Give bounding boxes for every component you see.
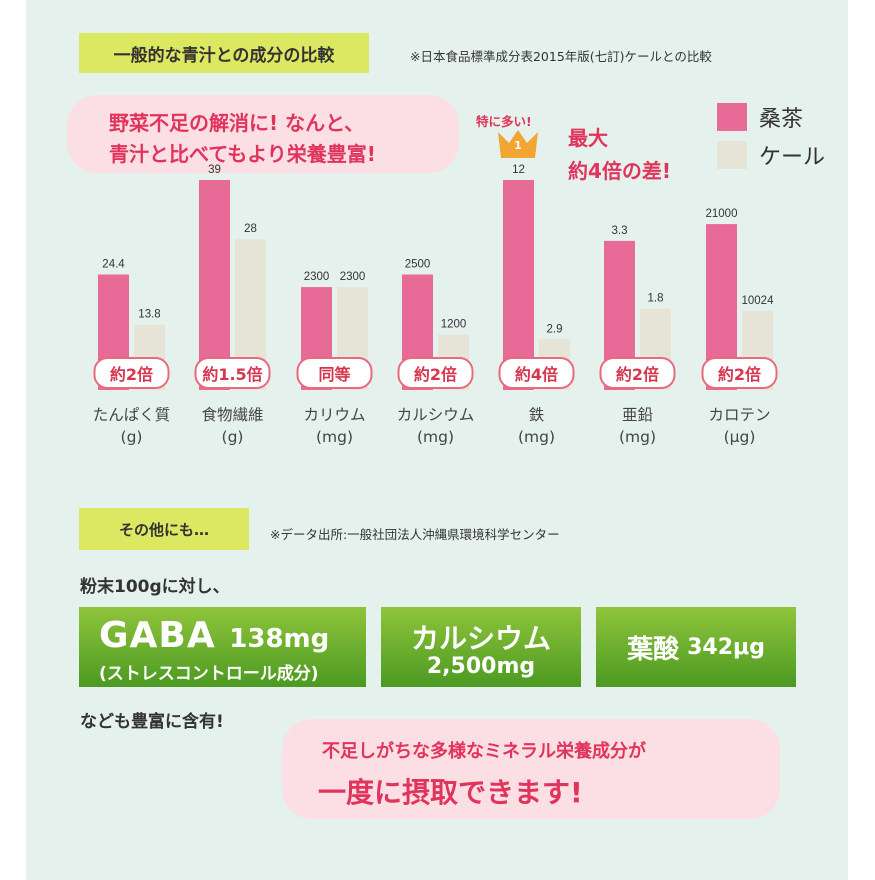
folic-amount: 342μg: [687, 634, 765, 660]
ratio-badge-1: [93, 357, 170, 389]
unit-label-2: (g): [222, 428, 244, 446]
unit-label-1: (g): [121, 428, 143, 446]
ratio-badge-6: [599, 357, 676, 389]
ratio-badge-7: [701, 357, 778, 389]
calcium-name: カルシウム: [410, 622, 551, 655]
legend-label-kale: ケール: [759, 145, 826, 170]
category-label-2: 食物繊維: [201, 406, 263, 424]
unit-label-6: (mg): [619, 428, 656, 446]
value-label-kale-1: 13.8: [138, 309, 160, 321]
ratio-label-2: 約1.5倍: [202, 365, 262, 384]
legend-item-kale: ケール: [717, 135, 825, 175]
bottom-line-1: 不足しがちな多様なミネラル栄養成分が: [322, 741, 646, 762]
section-tag-comparison: 一般的な青汁との成分の比較: [79, 33, 369, 73]
section-tag-others: その他にも…: [79, 508, 249, 550]
unit-label-3: (mg): [316, 428, 353, 446]
ratio-label-4: 約2倍: [414, 365, 457, 384]
value-label-mulberry-3: 2300: [304, 271, 330, 283]
ratio-label-7: 約2倍: [718, 365, 761, 384]
bar-mulberry-5: [503, 180, 534, 390]
value-label-kale-6: 1.8: [648, 293, 664, 305]
folic-acid-box: 葉酸 342μg: [596, 607, 796, 687]
outro-text: なども豊富に含有!: [80, 712, 224, 732]
gaba-name: GABA: [99, 615, 216, 656]
unit-label-4: (mg): [417, 428, 454, 446]
crown-rank: 1: [514, 139, 522, 152]
crown-icon: 1: [496, 128, 540, 160]
source-note-others: ※データ出所:一般社団法人沖縄県環境科学センター: [270, 527, 560, 542]
legend-label-mulberry: 桑茶: [759, 107, 804, 132]
value-label-kale-7: 10024: [742, 295, 775, 307]
speech-line-1: 野菜不足の解消に! なんと、: [109, 111, 365, 135]
unit-label-7: (μg): [724, 428, 756, 446]
value-label-kale-4: 1200: [441, 319, 467, 331]
value-label-mulberry-1: 24.4: [102, 259, 125, 271]
unit-label-5: (mg): [518, 428, 555, 446]
legend-swatch-mulberry: [717, 103, 747, 131]
gaba-sub: (ストレスコントロール成分): [99, 664, 319, 684]
category-label-6: 亜鉛: [622, 406, 653, 424]
value-label-mulberry-2: 39: [208, 164, 221, 176]
gaba-heading: GABA 138mg: [99, 615, 329, 656]
value-label-mulberry-4: 2500: [405, 259, 431, 271]
ratio-badge-3: [296, 357, 373, 389]
value-label-mulberry-7: 21000: [706, 208, 738, 220]
category-label-5: 鉄: [529, 406, 545, 424]
legend-swatch-kale: [717, 141, 747, 169]
calcium-box: カルシウム 2,500mg: [381, 607, 581, 687]
chart-legend: 桑茶 ケール: [717, 97, 825, 175]
folic-name: 葉酸: [627, 634, 680, 665]
value-label-mulberry-6: 3.3: [612, 225, 628, 237]
value-label-kale-2: 28: [244, 223, 257, 235]
ratio-label-1: 約2倍: [110, 365, 153, 384]
category-label-3: カリウム: [303, 406, 365, 424]
ratio-label-6: 約2倍: [616, 365, 659, 384]
ratio-label-3: 同等: [318, 365, 350, 384]
speech-line-2: 青汁と比べてもより栄養豊富!: [109, 142, 376, 166]
gaba-amount: 138mg: [229, 624, 330, 654]
bottom-bubble: 不足しがちな多様なミネラル栄養成分が 一度に摂取できます!: [282, 719, 780, 819]
ratio-badge-5: [498, 357, 575, 389]
ratio-badge-4: [397, 357, 474, 389]
bar-mulberry-2: [199, 180, 230, 390]
intro-text: 粉末100gに対し、: [80, 577, 230, 597]
value-label-mulberry-5: 12: [512, 164, 525, 176]
ratio-label-5: 約4倍: [515, 365, 558, 384]
gaba-box: GABA 138mg (ストレスコントロール成分): [79, 607, 366, 687]
legend-item-mulberry: 桑茶: [717, 97, 825, 137]
speech-bubble: 野菜不足の解消に! なんと、 青汁と比べてもより栄養豊富!: [67, 95, 459, 173]
max-diff-line-1: 最大: [568, 126, 608, 150]
category-label-1: たんぱく質: [93, 406, 171, 424]
value-label-kale-5: 2.9: [547, 323, 563, 335]
category-label-4: カルシウム: [397, 406, 475, 424]
ratio-badge-2: [194, 357, 271, 389]
category-label-7: カロテン: [708, 406, 770, 424]
source-note-comparison: ※日本食品標準成分表2015年版(七訂)ケールとの比較: [410, 49, 712, 64]
special-callout: 特に多い!: [476, 114, 532, 129]
value-label-kale-3: 2300: [340, 271, 366, 283]
bottom-line-2: 一度に摂取できます!: [318, 776, 583, 809]
max-diff-line-2: 約4倍の差!: [568, 159, 672, 183]
calcium-amount: 2,500mg: [426, 654, 536, 679]
